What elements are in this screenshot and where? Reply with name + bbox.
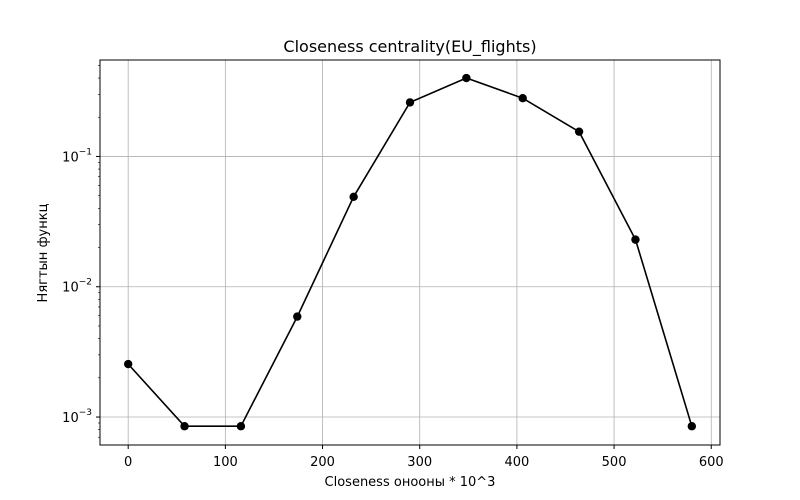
y-tick-label: 10−2 — [62, 278, 92, 296]
x-tick-label: 200 — [310, 455, 335, 470]
data-point — [236, 422, 246, 431]
x-axis-label: Closeness онооны * 10^3 — [325, 475, 496, 490]
x-tick-label: 600 — [699, 455, 724, 470]
data-point — [518, 94, 527, 103]
plot-frame — [99, 59, 721, 446]
data-point — [349, 192, 358, 202]
series-layer — [123, 73, 697, 431]
y-tick-label: 10−1 — [62, 147, 92, 165]
x-tick-label: 0 — [124, 455, 132, 470]
data-point — [574, 127, 584, 136]
y-axis-label: Нягтын функц — [36, 203, 51, 302]
grid — [100, 60, 720, 445]
data-point — [687, 422, 697, 431]
x-tick-label: 500 — [602, 455, 627, 470]
data-point — [631, 235, 640, 244]
y-tick-label: 10−3 — [62, 408, 92, 426]
chart-title: Closeness centrality(EU_flights) — [283, 37, 536, 57]
data-point — [462, 73, 471, 83]
data-point — [293, 312, 302, 321]
x-tick-label: 300 — [407, 455, 432, 470]
data-point — [180, 422, 189, 431]
axis-ticks: 0 100 200 300 400 500 600 10−3 10−2 10−1 — [62, 65, 724, 470]
x-tick-label: 100 — [213, 455, 238, 470]
x-tick-label: 400 — [504, 455, 529, 470]
data-point — [405, 98, 415, 107]
data-point — [123, 359, 133, 369]
